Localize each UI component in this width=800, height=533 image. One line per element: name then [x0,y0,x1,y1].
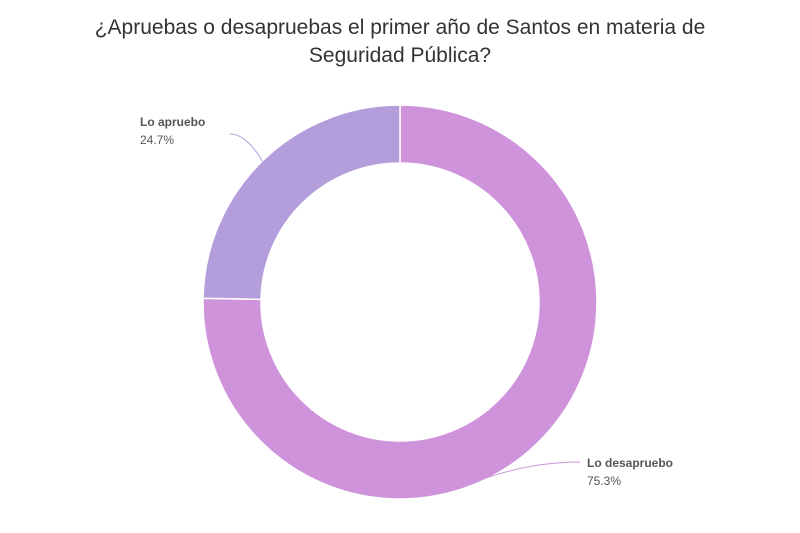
slice-value-label: 75.3% [587,474,621,488]
label-connector [229,133,264,164]
label-connector [475,461,581,483]
slice-lo-desapruebo[interactable] [202,104,598,500]
slice-label: Lo apruebo [140,115,205,129]
donut-labels: Lo desapruebo 75.3% Lo apruebo 24.7% [140,115,673,488]
chart-title-line-2: Seguridad Pública? [308,44,492,67]
chart-title: ¿Apruebas o desapruebas el primer año de… [0,14,800,70]
slice-label: Lo desapruebo [587,456,673,470]
slice-value-label: 24.7% [140,133,174,147]
donut-slices [202,104,598,500]
slice-lo-apruebo[interactable] [202,104,401,301]
chart-title-line-1: ¿Apruebas o desapruebas el primer año de… [94,16,706,39]
